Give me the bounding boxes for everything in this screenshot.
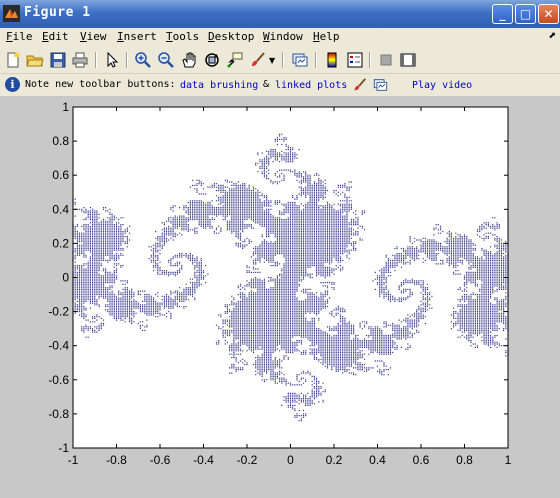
rotate-3d-icon[interactable]	[203, 51, 221, 69]
edit-plot-arrow-icon[interactable]	[103, 51, 121, 69]
hide-plot-tools-icon[interactable]	[377, 51, 395, 69]
menu-tools[interactable]: Tools	[166, 30, 200, 43]
y-tick-label: 0.2	[52, 236, 69, 250]
data-brushing-link[interactable]: data brushing	[180, 80, 259, 91]
zoom-out-icon[interactable]	[157, 51, 175, 69]
matlab-logo-icon	[3, 5, 20, 22]
toolbar-separator	[315, 52, 317, 68]
y-tick-label: 1	[62, 100, 69, 114]
y-tick-label: 0.8	[52, 134, 69, 148]
close-icon: ✕	[543, 7, 554, 21]
y-tick-label: -1	[58, 441, 69, 455]
x-tick-label: 0.6	[413, 453, 430, 467]
minimize-icon: _	[499, 7, 506, 21]
menu-bar: File Edit View Insert Tools Desktop Wind…	[0, 28, 560, 47]
x-tick-label: 0.8	[456, 453, 473, 467]
toolbar-separator	[126, 52, 128, 68]
info-icon: i	[5, 77, 20, 92]
menu-overflow-arrow-icon[interactable]: ⬈	[548, 31, 556, 41]
y-tick-label: -0.4	[48, 339, 69, 353]
new-figure-icon[interactable]	[4, 51, 22, 69]
y-tick-label: 0.6	[52, 168, 69, 182]
x-tick-label: -0.2	[237, 453, 258, 467]
notice-bar: i Note new toolbar buttons: data brushin…	[0, 74, 560, 96]
y-tick-label: -0.2	[48, 305, 69, 319]
menu-window[interactable]: Window	[263, 30, 303, 43]
brush-dropdown-icon[interactable]: ▼	[269, 56, 276, 65]
menu-help[interactable]: Help	[313, 30, 340, 43]
y-tick-label: 0	[62, 271, 69, 285]
figure-canvas: -1 -0.8 -0.6 -0.4 -0.2 0 0.2 0.4 0.6 0.8 1 1 0.8 0.6 0…	[0, 96, 560, 498]
show-plot-tools-icon[interactable]	[399, 51, 417, 69]
notice-ampersand: &	[263, 79, 270, 90]
brush-icon[interactable]	[249, 51, 267, 69]
link-plot-icon[interactable]	[291, 51, 309, 69]
menu-desktop[interactable]: Desktop	[208, 30, 255, 43]
toolbar-separator	[369, 52, 371, 68]
x-tick-label: 0.4	[369, 453, 386, 467]
pan-icon[interactable]	[180, 51, 198, 69]
axes: -1 -0.8 -0.6 -0.4 -0.2 0 0.2 0.4 0.6 0.8 1 1 0.8 0.6 0…	[48, 100, 511, 467]
x-tick-label: -0.4	[193, 453, 214, 467]
y-tick-label: -0.8	[48, 407, 69, 421]
menu-file[interactable]: File	[6, 30, 33, 43]
open-file-icon[interactable]	[26, 51, 44, 69]
x-tick-label: 0	[287, 453, 294, 467]
maximize-button[interactable]: □	[515, 4, 536, 24]
toolbar-separator	[95, 52, 97, 68]
linked-plots-link[interactable]: linked plots	[275, 80, 348, 91]
title-bar: Figure 1 _ □ ✕	[0, 0, 560, 28]
save-icon[interactable]	[49, 51, 67, 69]
x-tick-label: 0.2	[326, 453, 343, 467]
menu-edit[interactable]: Edit	[42, 30, 69, 43]
figure-toolbar: ▼	[0, 47, 560, 74]
x-tick-label: -1	[68, 453, 79, 467]
brush-icon	[354, 78, 367, 91]
plot-area[interactable]: -1 -0.8 -0.6 -0.4 -0.2 0 0.2 0.4 0.6 0.8 1 1 0.8 0.6 0…	[0, 96, 560, 498]
y-tick-label: 0.4	[52, 202, 69, 216]
toolbar-separator	[282, 52, 284, 68]
x-tick-label: -0.6	[150, 453, 171, 467]
maximize-icon: □	[519, 7, 532, 21]
print-icon[interactable]	[71, 51, 89, 69]
close-button[interactable]: ✕	[538, 4, 559, 24]
notice-text: Note new toolbar buttons:	[25, 79, 176, 90]
legend-icon[interactable]	[346, 51, 364, 69]
play-video-link[interactable]: Play video	[412, 80, 473, 91]
x-tick-label: 1	[505, 453, 512, 467]
colorbar-icon[interactable]	[323, 51, 341, 69]
data-cursor-icon[interactable]	[226, 51, 244, 69]
link-plot-icon	[373, 79, 388, 91]
x-tick-label: -0.8	[106, 453, 127, 467]
zoom-in-icon[interactable]	[134, 51, 152, 69]
window-title: Figure 1	[24, 5, 91, 20]
menu-view[interactable]: View	[80, 30, 107, 43]
menu-insert[interactable]: Insert	[117, 30, 157, 43]
y-tick-label: -0.6	[48, 373, 69, 387]
minimize-button[interactable]: _	[492, 4, 513, 24]
